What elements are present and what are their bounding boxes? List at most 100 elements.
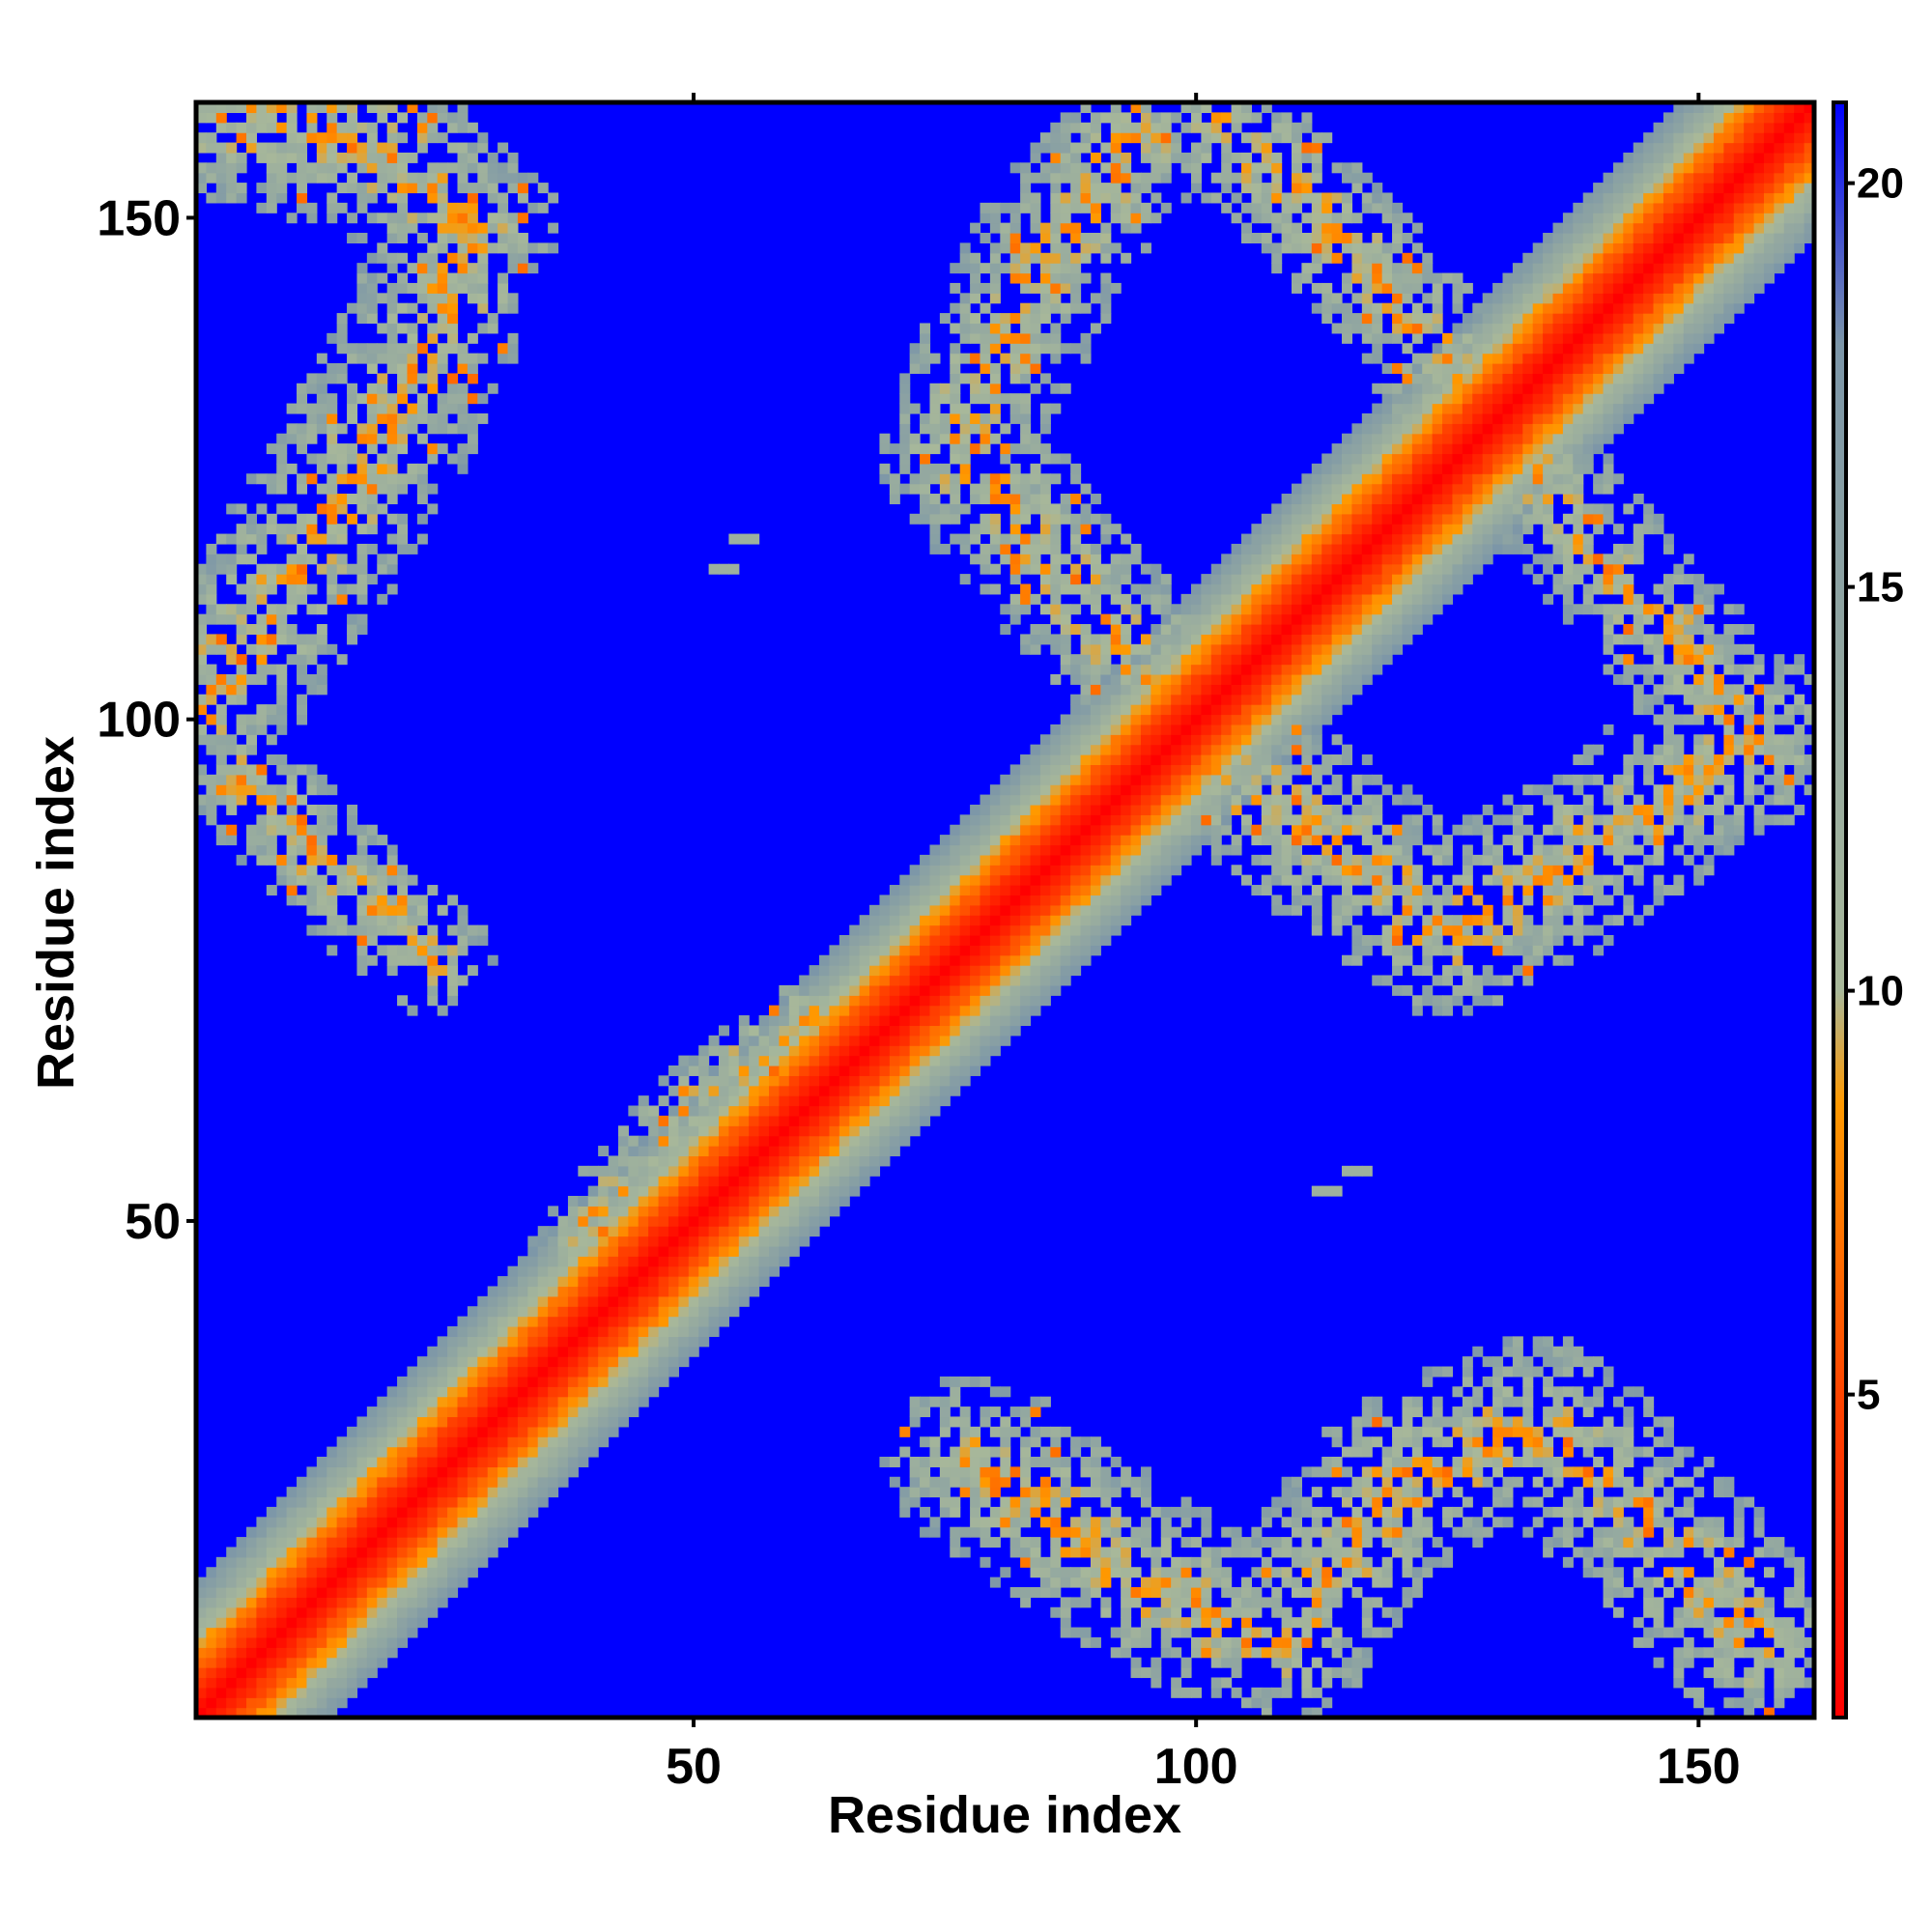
heatmap-cell <box>1039 172 1051 184</box>
heatmap-cell <box>1039 874 1051 886</box>
heatmap-cell <box>779 1215 790 1227</box>
heatmap-cell <box>909 934 921 946</box>
heatmap-cell <box>1140 102 1151 113</box>
heatmap-cell <box>859 1095 870 1107</box>
heatmap-cell <box>507 332 519 344</box>
heatmap-cell <box>1090 593 1101 605</box>
heatmap-cell <box>648 1265 660 1277</box>
heatmap-cell <box>1090 1446 1101 1458</box>
heatmap-cell <box>447 222 459 234</box>
heatmap-cell <box>1160 654 1172 666</box>
heatmap-cell <box>1070 915 1082 926</box>
heatmap-cell <box>1210 624 1222 636</box>
heatmap-cell <box>809 1035 820 1046</box>
heatmap-cell <box>909 924 921 936</box>
heatmap-cell <box>286 1487 298 1498</box>
heatmap-cell <box>356 433 368 444</box>
heatmap-cell <box>869 924 881 936</box>
heatmap-cell <box>467 233 478 243</box>
heatmap-cell <box>297 835 308 846</box>
heatmap-cell <box>668 1256 679 1267</box>
heatmap-cell <box>507 302 519 314</box>
heatmap-cell <box>1070 865 1082 876</box>
heatmap-cell <box>1060 302 1071 314</box>
heatmap-cell <box>1080 192 1092 204</box>
heatmap-cell <box>1240 1697 1252 1709</box>
heatmap-cell <box>276 1697 288 1709</box>
heatmap-cell <box>336 1647 348 1659</box>
heatmap-cell <box>749 1065 760 1076</box>
heatmap-cell <box>447 403 459 414</box>
heatmap-cell <box>507 1406 519 1418</box>
heatmap-cell <box>386 142 398 154</box>
heatmap-cell <box>427 122 439 133</box>
heatmap-cell <box>246 1677 258 1689</box>
heatmap-cell <box>1050 835 1062 846</box>
heatmap-cell <box>578 1325 589 1337</box>
heatmap-cell <box>356 453 368 465</box>
heatmap-cell <box>1240 574 1252 585</box>
heatmap-cell <box>859 1075 870 1087</box>
heatmap-cell <box>1190 774 1202 785</box>
heatmap-cell <box>980 1055 991 1066</box>
heatmap-cell <box>316 563 327 575</box>
heatmap-cell <box>1000 473 1011 485</box>
heatmap-cell <box>507 1276 519 1288</box>
heatmap-cell <box>708 1095 720 1107</box>
heatmap-cell <box>1009 554 1021 565</box>
heatmap-cell <box>386 1436 398 1448</box>
heatmap-cell <box>1039 222 1051 234</box>
heatmap-cell <box>718 1105 729 1117</box>
heatmap-cell <box>598 1146 610 1157</box>
heatmap-cell <box>899 463 911 474</box>
heatmap-cell <box>838 934 850 946</box>
heatmap-cell <box>366 473 378 485</box>
heatmap-cell <box>327 814 338 826</box>
heatmap-cell <box>1110 593 1122 605</box>
heatmap-cell <box>1080 302 1092 314</box>
heatmap-cell <box>215 724 227 735</box>
heatmap-cell <box>416 252 428 264</box>
heatmap-cell <box>920 1025 931 1037</box>
heatmap-cell <box>386 313 398 325</box>
heatmap-cell <box>1121 865 1132 876</box>
heatmap-cell <box>477 183 489 194</box>
heatmap-cell <box>1030 533 1041 545</box>
heatmap-cell <box>366 383 378 394</box>
heatmap-cell <box>1201 604 1212 615</box>
heatmap-cell <box>829 1075 840 1087</box>
heatmap-cell <box>1210 122 1222 133</box>
heatmap-cell <box>1009 563 1021 575</box>
heatmap-cell <box>1100 282 1112 294</box>
heatmap-cell <box>738 1256 750 1267</box>
heatmap-cell <box>758 1226 770 1237</box>
heatmap-cell <box>548 1386 559 1398</box>
heatmap-cell <box>1240 613 1252 625</box>
heatmap-cell <box>617 1146 629 1157</box>
heatmap-cell <box>799 1226 810 1237</box>
heatmap-cell <box>889 1075 900 1087</box>
heatmap-cell <box>377 483 388 495</box>
heatmap-cell <box>728 1265 740 1277</box>
heatmap-cell <box>356 423 368 435</box>
heatmap-cell <box>347 453 358 465</box>
heatmap-cell <box>879 954 891 966</box>
heatmap-cell <box>1160 734 1172 746</box>
heatmap-cell <box>356 924 368 936</box>
heatmap-cell <box>989 282 1001 294</box>
heatmap-cell <box>1160 744 1172 755</box>
heatmap-cell <box>286 835 298 846</box>
heatmap-cell <box>276 563 288 575</box>
heatmap-cell <box>1070 814 1082 826</box>
heatmap-cell <box>527 1236 539 1247</box>
heatmap-cell <box>477 1537 489 1548</box>
heatmap-cell <box>1110 1476 1122 1488</box>
heatmap-cell <box>989 854 1001 866</box>
heatmap-cell <box>1180 1687 1192 1698</box>
heatmap-cell <box>477 252 489 264</box>
heatmap-cell <box>779 1075 790 1087</box>
heatmap-cell <box>1240 734 1252 746</box>
heatmap-cell <box>1130 1636 1142 1648</box>
heatmap-cell <box>327 503 338 515</box>
heatmap-cell <box>246 774 258 785</box>
